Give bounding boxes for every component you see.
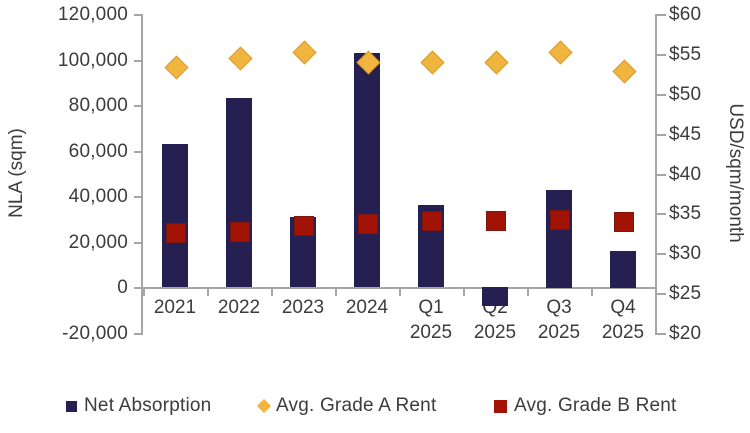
left-axis-tick-label: 80,000: [68, 95, 128, 117]
net-absorption-bar: [354, 52, 380, 288]
right-axis-tick-label: $35: [669, 203, 702, 225]
x-axis-category-label: 2022: [217, 297, 261, 319]
left-axis-tick: [134, 287, 143, 290]
x-axis-tick: [463, 287, 465, 297]
grade-a-rent-marker: [163, 55, 189, 80]
legend-item-grade-b-rent: Avg. Grade B Rent: [494, 393, 677, 419]
left-axis-tick-label: 40,000: [68, 186, 128, 208]
left-axis-tick: [134, 14, 143, 16]
x-axis-tick: [143, 287, 145, 297]
left-axis-tick: [134, 333, 143, 335]
x-axis-category-label: 2024: [345, 297, 389, 319]
legend-label-grade-a-rent: Avg. Grade A Rent: [276, 395, 437, 416]
right-axis-tick-label: $25: [669, 283, 702, 305]
net-absorption-bar: [610, 251, 636, 288]
grade-a-rent-marker: [419, 50, 445, 75]
left-axis-tick-label: 0: [117, 277, 128, 299]
grade-a-rent-marker: [291, 40, 317, 65]
legend-item-net-absorption: Net Absorption: [66, 393, 211, 419]
right-axis-tick: [657, 293, 666, 296]
right-axis-tick: [657, 133, 666, 136]
right-axis-tick: [657, 14, 666, 16]
grade-b-rent-marker: [614, 211, 634, 232]
x-axis-category-label: Q3 2025: [537, 297, 581, 344]
legend-item-grade-a-rent: Avg. Grade A Rent: [256, 393, 437, 419]
x-axis-tick: [207, 287, 209, 297]
left-axis-tick: [134, 150, 143, 153]
left-axis-tick-label: 60,000: [68, 140, 128, 162]
right-axis-tick-label: $40: [669, 163, 702, 185]
grade-a-rent-marker: [547, 40, 573, 65]
net-absorption-bar: [226, 98, 252, 288]
grade-b-rent-marker: [230, 221, 250, 242]
net-absorption-marker-icon: [66, 400, 77, 412]
x-axis-category-label: Q4 2025: [601, 297, 645, 344]
left-axis-tick: [134, 241, 143, 244]
x-axis-tick: [271, 287, 273, 297]
grade-a-rent-marker: [611, 59, 637, 84]
grade-a-rent-marker: [483, 50, 509, 75]
right-axis-tick: [657, 93, 666, 96]
grade-b-rent-marker: [166, 222, 186, 243]
grade-b-rent-marker: [358, 213, 378, 234]
grade-b-rent-marker-icon: [494, 399, 507, 413]
left-axis-tick-label: -20,000: [62, 323, 128, 344]
legend-label-net-absorption: Net Absorption: [84, 395, 212, 416]
right-axis-tick-label: $50: [669, 83, 702, 105]
right-axis-tick-label: $30: [669, 243, 702, 265]
right-axis-tick-label: $20: [669, 323, 702, 344]
legend-label-grade-b-rent: Avg. Grade B Rent: [514, 395, 677, 416]
grade-b-rent-marker: [550, 210, 570, 230]
net-absorption-bar: [162, 143, 188, 288]
left-axis-tick-label: 100,000: [57, 49, 128, 71]
x-axis-category-label: 2021: [153, 297, 197, 319]
net-absorption-bar: [546, 189, 572, 288]
left-axis-tick: [134, 105, 143, 108]
grade-b-rent-marker: [422, 210, 442, 231]
right-axis-tick: [657, 253, 666, 256]
grade-b-rent-marker: [294, 216, 314, 237]
left-axis-tick-label: 120,000: [57, 4, 128, 25]
grade-b-rent-marker: [486, 210, 506, 231]
x-axis-category-label: Q1 2025: [409, 297, 453, 344]
x-axis-tick: [655, 287, 657, 297]
right-axis-tick-label: $55: [669, 43, 702, 65]
x-axis-category-label: 2023: [281, 297, 325, 319]
right-axis-tick: [657, 213, 666, 216]
x-axis-tick: [399, 287, 401, 297]
x-axis-tick: [527, 287, 529, 297]
grade-a-rent-marker-icon: [256, 398, 272, 414]
left-axis-line: [141, 14, 143, 335]
left-axis-tick: [134, 196, 143, 199]
right-axis-tick: [657, 333, 666, 335]
right-axis-tick-label: $60: [669, 4, 702, 25]
net-absorption-bar: [482, 287, 508, 306]
x-axis-tick: [335, 287, 337, 297]
right-axis-tick-label: $45: [669, 123, 702, 145]
left-axis-tick-label: 20,000: [68, 231, 128, 253]
right-axis-tick: [657, 173, 666, 176]
right-axis-tick: [657, 53, 666, 56]
grade-a-rent-marker: [227, 46, 253, 71]
right-axis-line: [655, 14, 657, 335]
left-axis-tick: [134, 59, 143, 62]
legend: Net Absorption Avg. Grade A Rent Avg. Gr…: [0, 393, 750, 419]
x-axis-tick: [591, 287, 593, 297]
